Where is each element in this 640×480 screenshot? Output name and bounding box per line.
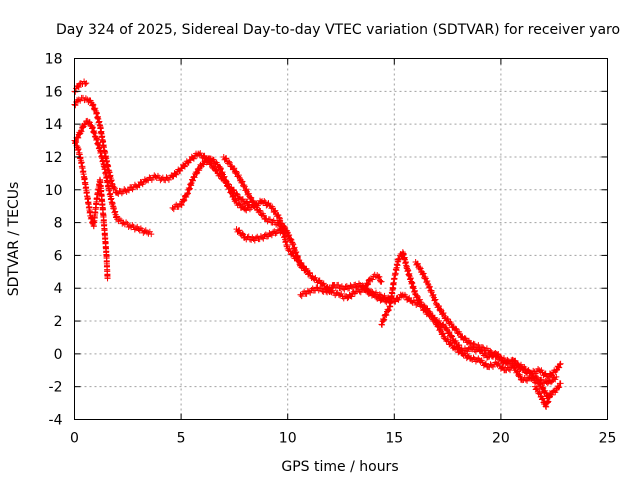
y-tick-label: 10	[45, 183, 63, 199]
point-markers	[412, 258, 564, 380]
y-axis-label: SDTVAR / TECUs	[6, 182, 22, 297]
x-tick-label: 20	[492, 431, 510, 447]
series-pass-7	[233, 226, 291, 244]
y-tick-label: 4	[54, 281, 63, 297]
series-pass-8	[297, 280, 560, 387]
point-markers	[378, 249, 564, 400]
x-tick-label: 25	[599, 431, 617, 447]
chart-title: Day 324 of 2025, Sidereal Day-to-day VTE…	[56, 22, 620, 38]
y-tick-label: -2	[49, 380, 63, 396]
point-markers	[220, 153, 313, 278]
y-tick-label: 18	[45, 52, 63, 68]
series-pass-12	[532, 383, 553, 410]
x-tick-label: 10	[279, 431, 297, 447]
y-tick-label: 14	[45, 117, 63, 133]
series-pass-11	[412, 258, 564, 380]
y-tick-label: 2	[54, 314, 63, 330]
y-tick-label: 0	[54, 347, 63, 363]
y-tick-label: 6	[54, 248, 63, 264]
axis-ticks: 0 5 10 15 20 25 -4 -2 0 2 4 6 8 10 12 14 16 18	[45, 52, 617, 447]
x-axis-label: GPS time / hours	[281, 459, 398, 475]
grid-lines	[74, 58, 608, 420]
y-tick-label: 12	[45, 150, 63, 166]
plot-frame	[74, 58, 608, 420]
y-tick-label: 16	[45, 84, 63, 100]
x-tick-label: 0	[70, 431, 79, 447]
y-tick-label: 8	[54, 216, 63, 232]
x-tick-label: 5	[177, 431, 186, 447]
point-markers	[297, 280, 560, 387]
series-pass-10	[378, 249, 564, 400]
series-pass-6	[220, 153, 313, 278]
x-tick-label: 15	[385, 431, 403, 447]
point-markers	[532, 383, 553, 410]
point-markers	[361, 271, 385, 292]
series-pass-9	[361, 271, 385, 292]
data-points	[71, 78, 564, 410]
y-tick-label: -4	[49, 413, 63, 429]
point-markers	[233, 226, 291, 244]
